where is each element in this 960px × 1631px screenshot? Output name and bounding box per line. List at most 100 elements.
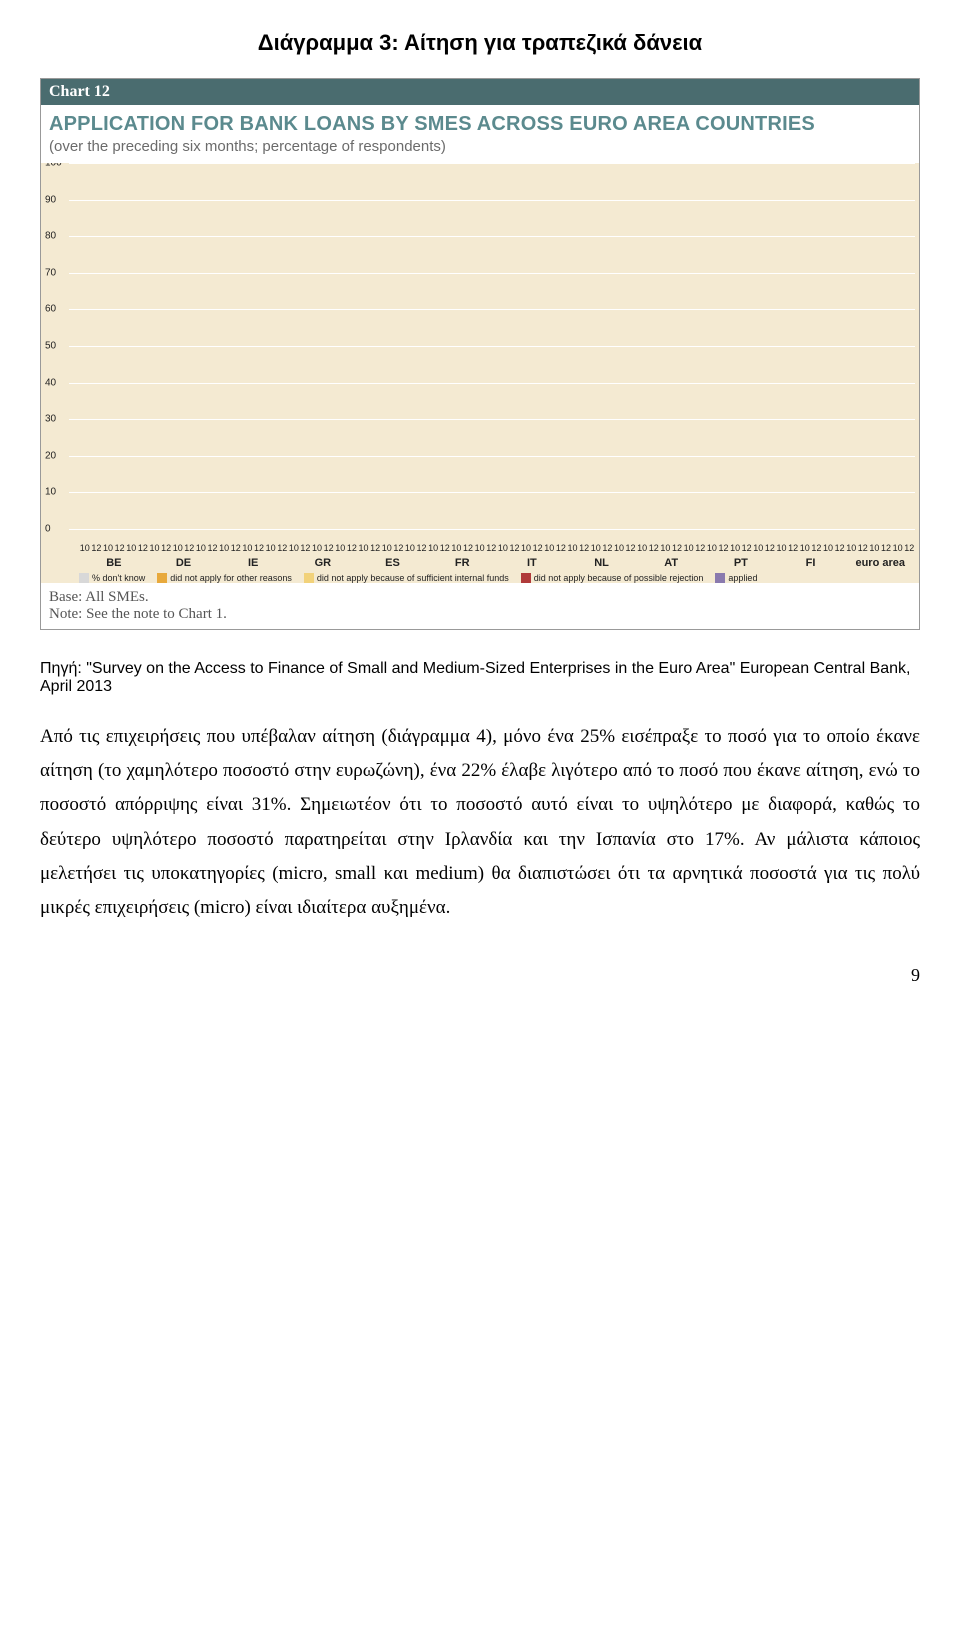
y-tick-label: 40 [45,377,56,388]
bar-group [427,163,497,529]
bar-group [776,163,846,529]
country-label: PT [706,557,776,569]
legend-entry: did not apply because of possible reject… [521,573,704,583]
bar-group [149,163,219,529]
bar-group [567,163,637,529]
chart-number-header: Chart 12 [41,79,919,105]
x-tick: 10 [752,543,764,553]
x-tick: 10 [288,543,300,553]
x-tick: 12 [276,543,288,553]
x-tick: 12 [114,543,126,553]
x-tick: 12 [811,543,823,553]
chart-title-main: APPLICATION FOR BANK LOANS BY SMES ACROS… [49,113,911,136]
y-tick-label: 100 [45,163,62,169]
x-tick: 12 [416,543,428,553]
country-label: FI [776,557,846,569]
chart-bars [79,163,915,529]
bar-group [845,163,915,529]
chart-xaxis-countries: BEDEIEGRESFRITNLATPTFIeuro area [79,557,915,569]
x-tick: 12 [625,543,637,553]
country-label: ES [358,557,428,569]
x-tick: 10 [195,543,207,553]
x-tick: 10 [242,543,254,553]
x-tick: 12 [880,543,892,553]
x-tick: 12 [741,543,753,553]
legend-label: did not apply for other reasons [170,573,292,583]
x-tick: 12 [91,543,103,553]
x-tick: 10 [845,543,857,553]
legend-label: did not apply because of possible reject… [534,573,704,583]
y-tick-label: 10 [45,487,56,498]
x-tick: 10 [451,543,463,553]
x-tick: 12 [300,543,312,553]
legend-swatch [304,573,314,583]
x-tick: 10 [869,543,881,553]
country-label: IE [218,557,288,569]
x-tick: 12 [787,543,799,553]
x-tick: 12 [903,543,915,553]
legend-label: did not apply because of sufficient inte… [317,573,509,583]
x-tick: 12 [230,543,242,553]
y-tick-label: 60 [45,304,56,315]
x-tick: 12 [555,543,567,553]
body-paragraph: Από τις επιχειρήσεις που υπέβαλαν αίτηση… [40,720,920,925]
x-tick: 10 [520,543,532,553]
x-tick: 10 [474,543,486,553]
x-tick: 12 [857,543,869,553]
x-tick: 12 [207,543,219,553]
x-tick: 10 [149,543,161,553]
x-tick: 12 [694,543,706,553]
y-tick-label: 90 [45,194,56,205]
legend-swatch [521,573,531,583]
x-tick: 12 [323,543,335,553]
country-label: GR [288,557,358,569]
x-tick: 10 [172,543,184,553]
chart-footer: Base: All SMEs. Note: See the note to Ch… [41,583,919,629]
bar-group [288,163,358,529]
chart-xaxis-ticks: 1012101210121012101210121012101210121012… [79,543,915,553]
x-tick: 10 [613,543,625,553]
bar-group [706,163,776,529]
x-tick: 10 [729,543,741,553]
chart-legend: % don't knowdid not apply for other reas… [79,573,915,583]
chart-footer-note: Note: See the note to Chart 1. [49,606,911,623]
country-label: euro area [845,557,915,569]
x-tick: 12 [532,543,544,553]
page: Διάγραμμα 3: Αίτηση για τραπεζικά δάνεια… [0,0,960,1026]
legend-entry: applied [715,573,757,583]
x-tick: 10 [265,543,277,553]
x-tick: 10 [543,543,555,553]
x-tick: 12 [253,543,265,553]
legend-swatch [157,573,167,583]
x-tick: 10 [125,543,137,553]
x-tick: 12 [485,543,497,553]
x-tick: 10 [358,543,370,553]
country-label: NL [567,557,637,569]
x-tick: 10 [706,543,718,553]
bar-group [358,163,428,529]
y-tick-label: 20 [45,450,56,461]
x-tick: 12 [439,543,451,553]
x-tick: 12 [369,543,381,553]
y-tick-label: 30 [45,414,56,425]
chart-title-block: APPLICATION FOR BANK LOANS BY SMES ACROS… [41,105,919,163]
chart-footer-base: Base: All SMEs. [49,589,911,606]
x-tick: 10 [79,543,91,553]
legend-swatch [715,573,725,583]
x-tick: 10 [218,543,230,553]
x-tick: 12 [137,543,149,553]
bar-group [497,163,567,529]
x-tick: 10 [590,543,602,553]
source-citation: Πηγή: "Survey on the Access to Finance o… [40,660,920,696]
x-tick: 10 [381,543,393,553]
x-tick: 12 [393,543,405,553]
x-tick: 12 [160,543,172,553]
x-tick: 10 [660,543,672,553]
country-label: FR [427,557,497,569]
legend-label: applied [728,573,757,583]
x-tick: 12 [509,543,521,553]
x-tick: 10 [102,543,114,553]
figure-heading: Διάγραμμα 3: Αίτηση για τραπεζικά δάνεια [40,30,920,56]
x-tick: 12 [764,543,776,553]
x-tick: 10 [404,543,416,553]
